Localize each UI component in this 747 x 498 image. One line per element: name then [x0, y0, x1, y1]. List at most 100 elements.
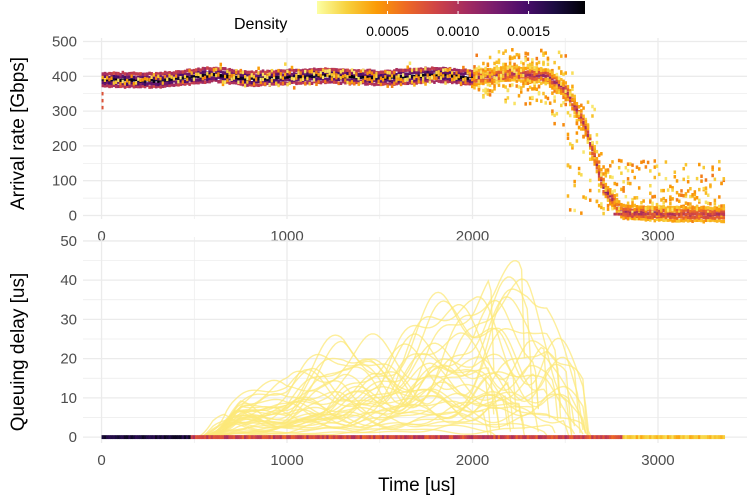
density-cell [208, 70, 211, 74]
density-cell [395, 79, 398, 83]
baseline-density-cell [566, 435, 570, 440]
density-cell [524, 102, 527, 106]
density-cell [261, 77, 265, 82]
density-cell [557, 80, 561, 85]
density-cell [562, 92, 565, 96]
density-cell [602, 206, 605, 211]
density-cell [622, 212, 625, 216]
density-cell [604, 168, 608, 172]
density-cell [680, 189, 683, 193]
density-cell [139, 72, 142, 76]
baseline-density-cell [528, 435, 532, 440]
density-cell [228, 81, 231, 85]
density-cell [455, 76, 458, 80]
density-cell [517, 85, 521, 89]
density-cell [146, 77, 149, 81]
density-cell [241, 82, 245, 87]
density-cell [580, 103, 583, 108]
baseline-density-cell [491, 435, 494, 440]
density-cell [633, 212, 637, 216]
density-cell [640, 201, 643, 205]
density-cell [508, 71, 512, 75]
density-cell [473, 70, 476, 75]
density-cell [333, 80, 336, 84]
density-cell [297, 71, 300, 75]
baseline-density-cell [459, 435, 463, 440]
density-cell [671, 210, 674, 214]
density-cell [459, 69, 463, 73]
density-cell [626, 210, 630, 214]
top-density-heatmap [101, 48, 726, 224]
density-cell [350, 78, 354, 82]
density-cell [602, 183, 605, 187]
density-cell [368, 68, 372, 73]
density-cell [246, 76, 249, 80]
density-cell [718, 167, 721, 171]
density-cell [330, 71, 334, 75]
density-cell [430, 76, 434, 80]
density-cell [117, 80, 120, 84]
density-cell [700, 174, 703, 178]
density-cell [337, 74, 340, 78]
density-cell [571, 106, 574, 111]
density-cell [468, 82, 472, 86]
density-cell [568, 208, 572, 212]
density-cell [531, 63, 534, 67]
density-cell [361, 68, 365, 73]
density-cell [103, 71, 107, 76]
density-cell [134, 81, 138, 85]
density-cell [366, 71, 369, 76]
baseline-density-cell [188, 435, 191, 440]
density-cell [252, 77, 256, 81]
baseline-density-cell [134, 435, 138, 440]
legend-tick-label: 0.0010 [437, 23, 480, 39]
density-cell [117, 75, 120, 79]
density-cell [284, 78, 287, 82]
density-cell [306, 81, 309, 85]
density-cell [264, 79, 267, 83]
density-cell [379, 73, 383, 77]
density-cell [515, 75, 519, 79]
density-cell [270, 73, 274, 77]
density-cell [637, 212, 641, 216]
density-cell [406, 65, 409, 69]
density-cell [170, 75, 174, 79]
density-cell [669, 201, 672, 206]
density-cell [341, 77, 345, 82]
density-cell [413, 76, 416, 80]
density-cell [718, 207, 721, 212]
density-cell [221, 76, 225, 81]
density-cell [649, 183, 652, 188]
density-cell [221, 74, 225, 78]
density-cell [121, 84, 125, 88]
density-cell [399, 74, 403, 79]
density-cell [555, 85, 559, 89]
density-cell [693, 206, 697, 210]
density-cell [580, 211, 583, 215]
density-cell [706, 218, 710, 222]
density-cell [373, 76, 376, 81]
density-cell [497, 83, 501, 87]
density-cell [542, 53, 545, 57]
density-cell [333, 67, 336, 72]
density-cell [526, 70, 530, 74]
density-cell [435, 78, 438, 83]
density-cell [540, 76, 543, 80]
density-cell [330, 79, 334, 84]
density-cell [671, 219, 674, 223]
density-cell [698, 206, 701, 211]
density-cell [597, 171, 601, 175]
density-cell [241, 70, 245, 75]
density-cell [255, 69, 258, 74]
density-cell [606, 191, 610, 195]
baseline-density-cell [473, 435, 476, 440]
density-cell [604, 194, 608, 199]
baseline-density-cell [239, 435, 243, 440]
density-cell [228, 71, 231, 76]
density-cell [540, 99, 543, 103]
density-cell [560, 54, 563, 58]
density-cell [437, 67, 441, 71]
density-cell [548, 72, 552, 77]
density-cell [410, 68, 414, 73]
density-cell [537, 92, 541, 96]
